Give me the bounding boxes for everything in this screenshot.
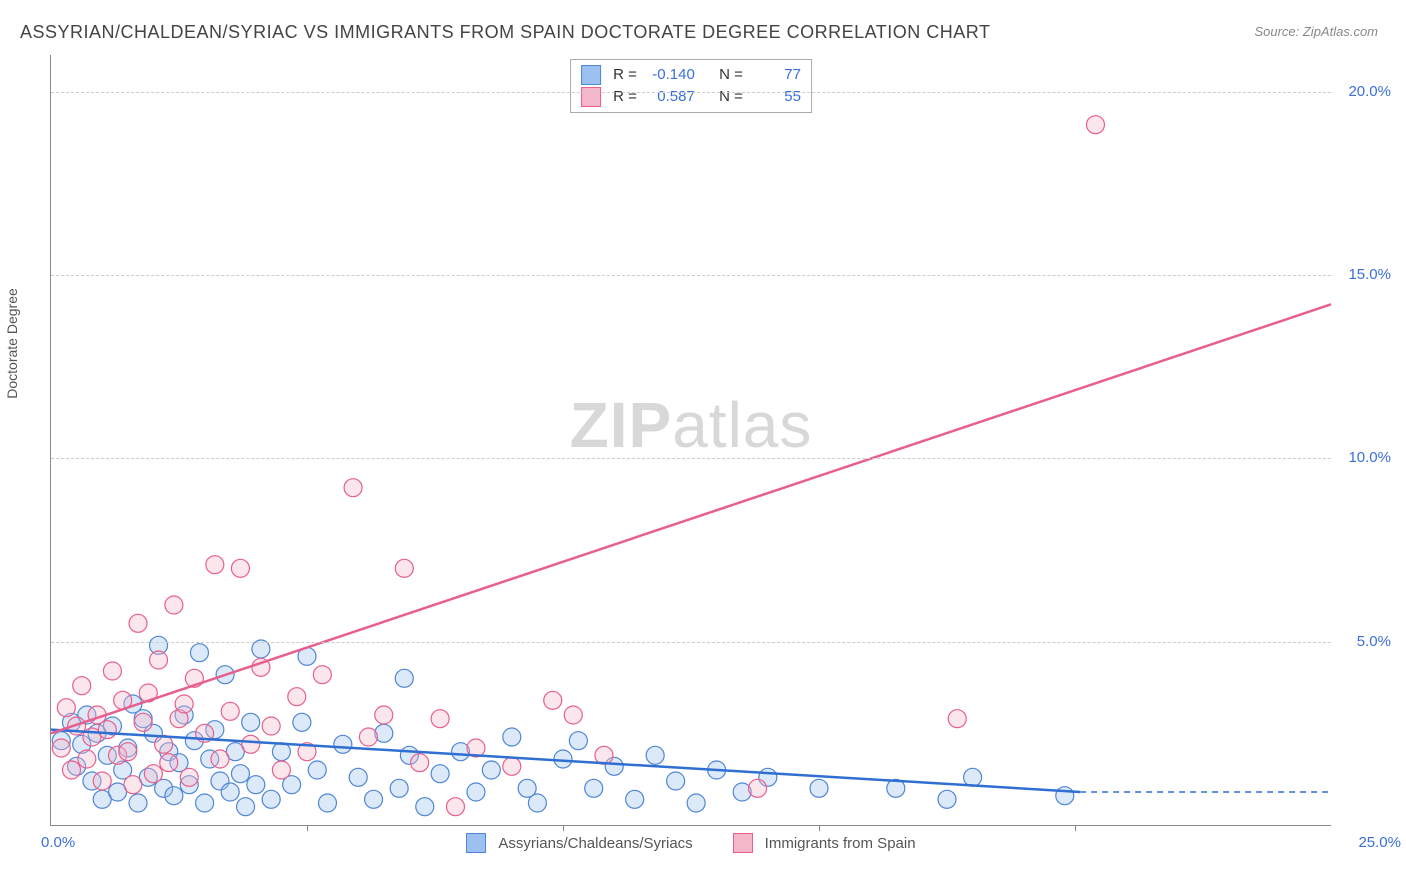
- plot-area: ZIPatlas R = -0.140 N = 77 R = 0.587 N =…: [50, 55, 1331, 826]
- chart-title: ASSYRIAN/CHALDEAN/SYRIAC VS IMMIGRANTS F…: [20, 22, 990, 43]
- legend-item-assyrians: Assyrians/Chaldeans/Syriacs: [466, 833, 692, 853]
- source-attribution: Source: ZipAtlas.com: [1254, 24, 1378, 39]
- swatch-spain-icon: [733, 833, 753, 853]
- chart-container: ASSYRIAN/CHALDEAN/SYRIAC VS IMMIGRANTS F…: [0, 0, 1406, 892]
- x-tick: [307, 825, 308, 831]
- legend-item-spain: Immigrants from Spain: [733, 833, 916, 853]
- x-tick: [563, 825, 564, 831]
- y-tick-label: 20.0%: [1348, 83, 1391, 100]
- x-tick: [1075, 825, 1076, 831]
- x-end-label: 25.0%: [1358, 834, 1401, 851]
- grid-line: [51, 92, 1331, 93]
- y-tick-label: 10.0%: [1348, 449, 1391, 466]
- grid-line: [51, 642, 1331, 643]
- y-tick-label: 5.0%: [1357, 633, 1391, 650]
- x-tick: [819, 825, 820, 831]
- grid-line: [51, 458, 1331, 459]
- grid-line: [51, 275, 1331, 276]
- plot-svg: [51, 55, 1331, 825]
- swatch-assyrians-icon: [466, 833, 486, 853]
- series-legend: Assyrians/Chaldeans/Syriacs Immigrants f…: [51, 833, 1331, 853]
- y-axis-label: Doctorate Degree: [4, 288, 20, 399]
- y-tick-label: 15.0%: [1348, 266, 1391, 283]
